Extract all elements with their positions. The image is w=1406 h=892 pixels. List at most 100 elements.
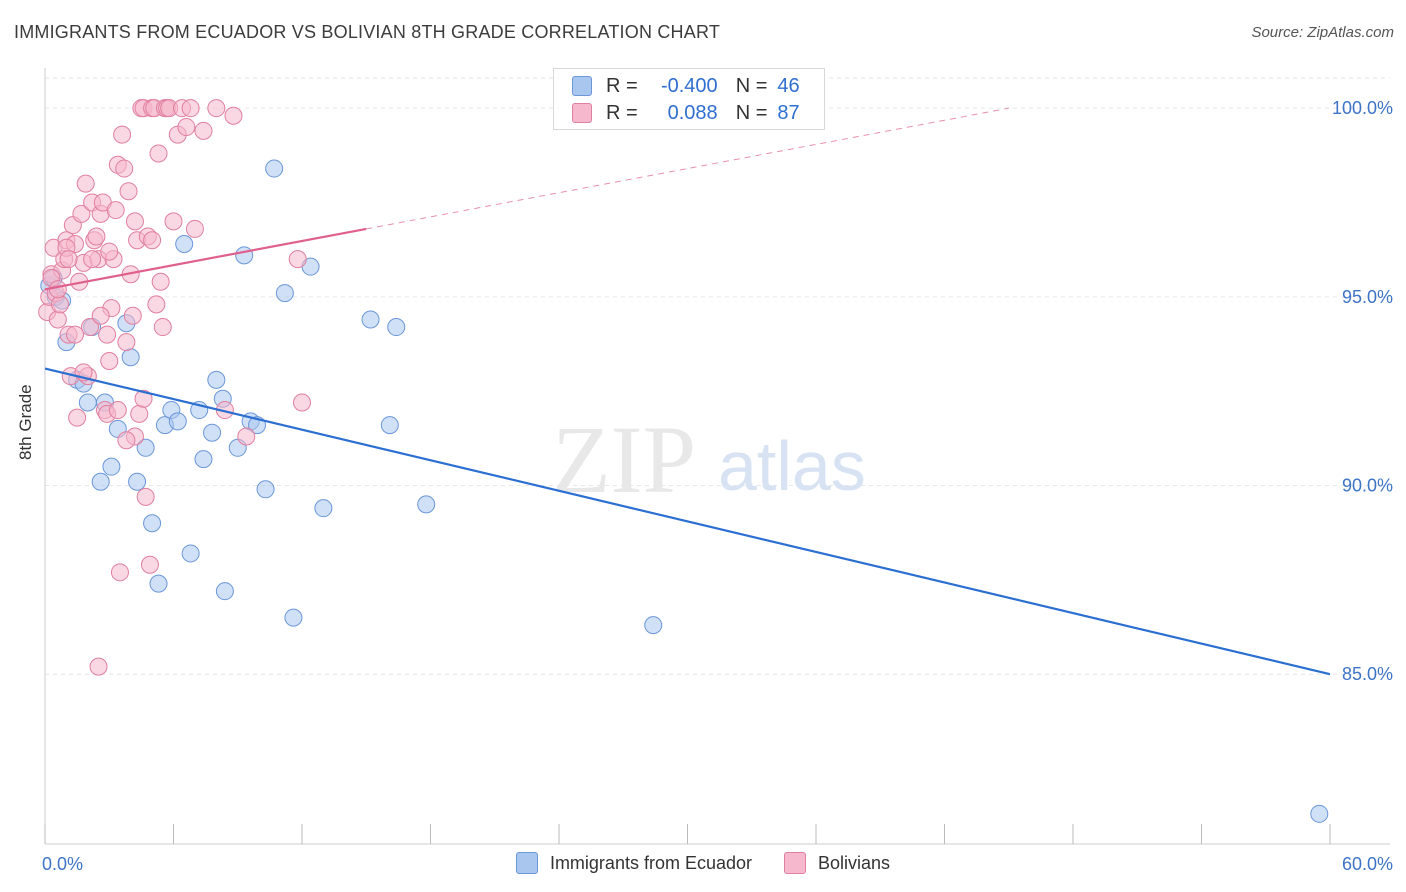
point-ecuador <box>314 499 333 518</box>
point-ecuador <box>284 608 303 627</box>
point-bolivians <box>134 389 153 408</box>
point-bolivians <box>194 121 213 140</box>
y-axis-label: 8th Grade <box>16 384 35 460</box>
point-bolivians <box>147 295 166 314</box>
axes <box>44 68 1390 845</box>
tick-labels: 100.0% 95.0% 90.0% 85.0% 0.0% 60.0% <box>42 98 1393 874</box>
point-bolivians <box>185 219 204 238</box>
y-tick-label: 95.0% <box>1342 287 1393 307</box>
point-ecuador <box>380 416 399 435</box>
point-bolivians <box>100 242 119 261</box>
chart-title: IMMIGRANTS FROM ECUADOR VS BOLIVIAN 8TH … <box>14 22 721 42</box>
point-bolivians <box>288 250 307 269</box>
trend-lines <box>44 107 1331 676</box>
legend-n-value: 46 <box>777 74 800 97</box>
point-bolivians <box>136 487 155 506</box>
point-bolivians <box>68 408 87 427</box>
point-bolivians <box>91 306 110 325</box>
point-ecuador <box>143 514 162 533</box>
point-ecuador <box>78 393 97 412</box>
y-tick-label: 90.0% <box>1342 476 1393 496</box>
watermark-zip: ZIP <box>552 406 696 513</box>
point-ecuador <box>181 544 200 563</box>
legend-item-ecuador[interactable]: Immigrants from Ecuador <box>515 852 752 874</box>
point-ecuador <box>361 310 380 329</box>
point-ecuador <box>644 616 663 635</box>
point-bolivians <box>140 555 159 574</box>
point-bolivians <box>119 182 138 201</box>
point-ecuador <box>121 348 140 367</box>
point-ecuador <box>136 438 155 457</box>
legend-row-ecuador: R = -0.400 N = 46 <box>572 73 800 99</box>
point-bolivians <box>76 174 95 193</box>
point-ecuador <box>215 582 234 601</box>
point-bolivians <box>177 118 196 137</box>
point-ecuador <box>275 284 294 303</box>
point-bolivians <box>98 325 117 344</box>
point-bolivians <box>113 125 132 144</box>
legend-r-label: R = <box>606 74 638 97</box>
point-bolivians <box>207 99 226 118</box>
point-ecuador <box>387 318 406 337</box>
point-bolivians <box>143 231 162 250</box>
legend-r-label: R = <box>606 101 638 124</box>
point-bolivians <box>181 99 200 118</box>
point-bolivians <box>149 144 168 163</box>
legend-swatch-bolivians <box>784 852 806 874</box>
point-ecuador <box>203 423 222 442</box>
point-ecuador <box>91 472 110 491</box>
grid-lines <box>45 77 1390 675</box>
point-ecuador <box>417 495 436 514</box>
point-ecuador <box>194 450 213 469</box>
point-bolivians <box>117 333 136 352</box>
point-bolivians <box>59 250 78 269</box>
legend-label-bolivians: Bolivians <box>818 852 891 873</box>
point-bolivians <box>153 318 172 337</box>
point-ecuador <box>207 370 226 389</box>
legend-swatch-ecuador <box>572 76 592 96</box>
series-legend: Immigrants from Ecuador Bolivians <box>0 852 1406 874</box>
point-ecuador <box>175 235 194 254</box>
point-bolivians <box>87 227 106 246</box>
point-ecuador <box>265 159 284 178</box>
point-bolivians <box>164 212 183 231</box>
point-bolivians <box>80 318 99 337</box>
chart-source: Source: ZipAtlas.com <box>1251 24 1394 41</box>
point-bolivians <box>108 401 127 420</box>
point-bolivians <box>83 250 102 269</box>
point-ecuador <box>128 472 147 491</box>
point-bolivians <box>106 201 125 220</box>
point-bolivians <box>100 352 119 371</box>
y-tick-label: 100.0% <box>1332 98 1393 118</box>
legend-swatch-bolivians <box>572 103 592 123</box>
data-points <box>38 99 1329 823</box>
point-bolivians <box>237 427 256 446</box>
point-bolivians <box>125 212 144 231</box>
point-bolivians <box>72 204 91 223</box>
point-bolivians <box>151 272 170 291</box>
legend-row-bolivians: R = 0.088 N = 87 <box>572 100 800 126</box>
x-tick-label: 0.0% <box>42 854 83 874</box>
legend-swatch-ecuador <box>515 852 538 874</box>
point-bolivians <box>115 159 134 178</box>
trend-line-ecuador <box>44 367 1331 676</box>
point-bolivians <box>48 280 67 299</box>
trend-line-bolivians <box>44 227 367 291</box>
point-ecuador <box>235 246 254 265</box>
legend-r-value: 0.088 <box>667 101 718 124</box>
point-ecuador <box>1310 804 1329 823</box>
point-bolivians <box>123 306 142 325</box>
trend-line-bolivians-extension <box>366 107 1009 230</box>
watermark-atlas: atlas <box>718 427 866 505</box>
legend-item-bolivians[interactable]: Bolivians <box>784 852 890 874</box>
legend-n-label: N = <box>735 101 768 124</box>
legend-r-value: -0.400 <box>660 74 718 97</box>
point-ecuador <box>149 574 168 593</box>
point-bolivians <box>50 295 69 314</box>
point-bolivians <box>65 325 84 344</box>
point-bolivians <box>224 106 243 125</box>
point-bolivians <box>89 657 108 676</box>
stats-legend: R = -0.400 N = 46 R = 0.088 N = 87 <box>553 68 825 130</box>
y-tick-label: 85.0% <box>1342 664 1393 684</box>
